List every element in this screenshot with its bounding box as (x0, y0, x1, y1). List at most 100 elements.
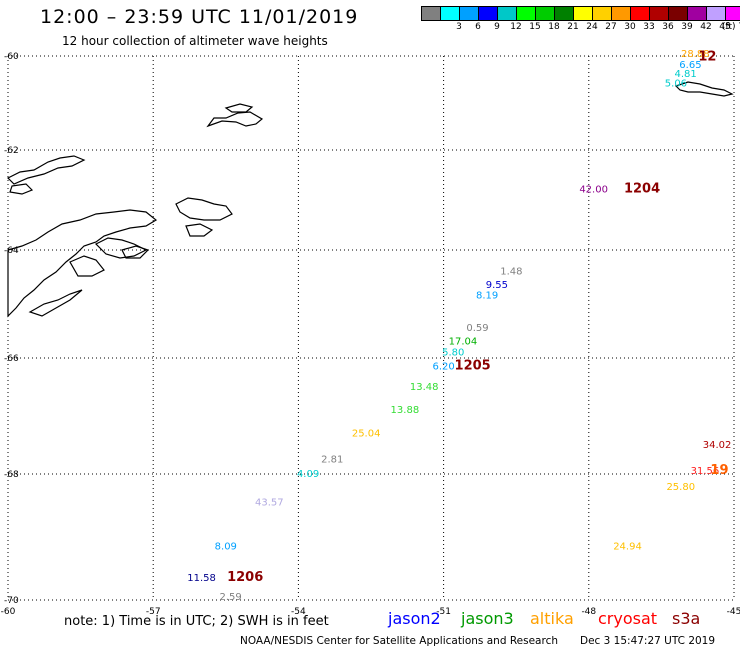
wave-height-value: 6.20 (432, 362, 454, 373)
credit-line: NOAA/NESDIS Center for Satellite Applica… (240, 635, 558, 647)
legend-swatch (612, 7, 631, 20)
legend-swatch (422, 7, 441, 20)
satellite-altika: altika (530, 609, 574, 628)
coastline (6, 81, 734, 318)
legend-swatch-label: 27 (605, 22, 617, 32)
lon-tick-label: -51 (436, 607, 451, 617)
wave-height-value: 34.02 (703, 440, 732, 451)
pass-time-label: 12 (698, 50, 716, 65)
coastline-segment (674, 81, 734, 97)
legend-swatch-label: 39 (681, 22, 693, 32)
satellite-s3a: s3a (672, 609, 701, 628)
lon-tick-label: -57 (146, 607, 161, 617)
wave-height-value: 42.00 (579, 185, 608, 196)
wave-height-value: 5.06 (665, 79, 687, 90)
legend-swatch-label: 3 (456, 22, 462, 32)
legend-swatch (479, 7, 498, 20)
map-title: 12:00 – 23:59 UTC 11/01/2019 (40, 6, 359, 28)
legend-swatch (555, 7, 574, 20)
lon-tick-label: -45 (727, 607, 740, 617)
lon-tick-label: -60 (1, 607, 16, 617)
wave-height-value: 6.65 (679, 60, 701, 71)
wave-height-labels: 28.886.654.815.06 42.00 1.48 9.558.19 0.59 17… (187, 49, 731, 603)
legend-swatch-label: 21 (567, 22, 579, 32)
legend-swatch (498, 7, 517, 20)
wave-height-value: 13.88 (391, 405, 420, 416)
lat-tick-label: -68 (4, 470, 19, 480)
generation-timestamp: Dec 3 15:47:27 UTC 2019 (580, 635, 716, 647)
lat-tick-label: -66 (4, 354, 19, 364)
wave-height-value: 8.19 (476, 291, 498, 302)
wave-height-value: 9.55 (486, 280, 508, 291)
wave-height-value: 25.80 (666, 482, 695, 493)
wave-height-value: 5.80 (442, 347, 464, 358)
coastline-segment (9, 183, 34, 195)
pass-time-labels: 12 1204 1205 1206 19 (227, 50, 728, 585)
wave-height-value: 0.59 (466, 323, 488, 334)
legend-swatch-label: 18 (548, 22, 560, 32)
lat-tick-label: -64 (4, 246, 19, 256)
coastline-segment (94, 237, 148, 259)
legend-swatch-label: 70 (738, 22, 740, 32)
pass-time-label: 1205 (455, 359, 491, 374)
pass-time-label: 1206 (227, 570, 263, 585)
wave-height-value: 2.81 (321, 454, 343, 465)
coastline-segment (185, 223, 214, 237)
wave-height-value: 24.94 (613, 542, 642, 553)
legend-swatch (536, 7, 555, 20)
legend-swatch (688, 7, 707, 20)
coastline-segment (7, 209, 158, 318)
legend-swatch-label: 24 (586, 22, 598, 32)
legend-swatch (460, 7, 479, 20)
legend-swatch (650, 7, 669, 20)
coastline-segment (28, 289, 83, 317)
legend-swatch (631, 7, 650, 20)
wave-height-value: 17.04 (449, 337, 478, 348)
lon-tick-label: -54 (291, 607, 306, 617)
graticule (7, 55, 735, 601)
legend-swatch (707, 7, 726, 20)
legend-swatch (574, 7, 593, 20)
legend-swatch-label: 42 (700, 22, 712, 32)
wave-height-value: 25.04 (352, 428, 381, 439)
legend-swatch-label: 33 (643, 22, 655, 32)
wave-height-value: 4.81 (674, 69, 696, 80)
legend-swatch-label: 6 (475, 22, 481, 32)
legend-swatch (726, 7, 740, 20)
wave-height-value: 4.09 (297, 469, 319, 480)
lon-tick-label: -48 (581, 607, 596, 617)
coastline-segment (206, 111, 264, 128)
legend-unit: (ft) (722, 22, 736, 32)
legend-swatch-label: 12 (510, 22, 522, 32)
lat-tick-label: -62 (4, 146, 19, 156)
coastline-segment (121, 245, 150, 259)
coastline-segment (6, 155, 86, 185)
pass-time-label: 19 (710, 463, 728, 478)
lat-tick-label: -70 (4, 596, 19, 606)
legend-swatch (593, 7, 612, 20)
map-subtitle: 12 hour collection of altimeter wave hei… (62, 34, 328, 48)
pass-time-label: 1204 (624, 182, 660, 197)
wave-height-value: 8.09 (215, 542, 237, 553)
color-legend (421, 6, 740, 21)
wave-height-value: 2.59 (220, 592, 242, 603)
legend-swatch-label: 36 (662, 22, 674, 32)
wave-height-value: 11.58 (187, 573, 216, 584)
coastline-segment (69, 255, 105, 277)
legend-swatch-label: 45 (719, 22, 731, 32)
legend-swatch (669, 7, 688, 20)
wave-height-value: 28.88 (681, 49, 710, 60)
footnote: note: 1) Time is in UTC; 2) SWH is in fe… (64, 614, 329, 629)
lat-tick-label: -60 (4, 52, 19, 62)
legend-swatch (517, 7, 536, 20)
wave-height-value: 43.57 (255, 498, 284, 509)
legend-swatch (441, 7, 460, 20)
wave-height-value: 31.56 (691, 466, 720, 477)
legend-swatch-label: 15 (529, 22, 541, 32)
satellite-jason2: jason2 (388, 609, 441, 628)
coastline-segment (175, 197, 233, 221)
axis-ticks: -60 -57 -54 -51 -48 -45 -60 -62 -64 -66 -68 -70 (1, 52, 740, 617)
wave-height-value: 13.48 (410, 382, 439, 393)
wave-height-value: 1.48 (500, 266, 522, 277)
